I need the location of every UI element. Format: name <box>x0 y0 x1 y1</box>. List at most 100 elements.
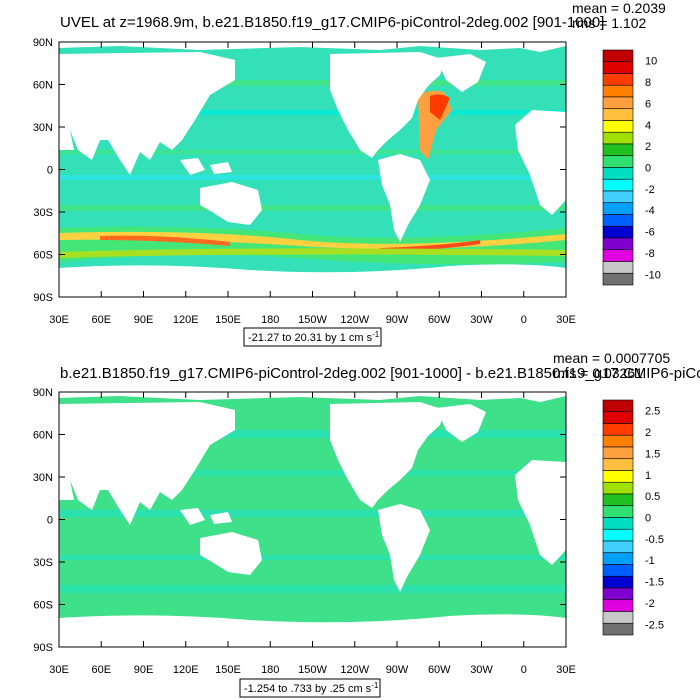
panel-2-title: b.e21.B1850.f19_g17.CMIP6-piControl-2deg… <box>60 365 700 382</box>
colorbar-swatch <box>602 470 634 483</box>
x-tick-label: 150W <box>298 664 327 676</box>
colorbar-swatch <box>602 552 634 565</box>
x-tick-label: 180 <box>261 664 279 676</box>
panel-2-info-text: -1.254 to .733 by .25 cm s <box>244 683 372 695</box>
panel-2-mean: mean = 0.0007705 <box>553 350 670 366</box>
colorbar-swatch <box>602 261 634 274</box>
panel-1-info-sup: -1 <box>372 330 380 339</box>
x-tick-label: 30W <box>470 314 493 326</box>
colorbar-label: 6 <box>645 98 651 110</box>
colorbar-label: -2 <box>645 184 655 196</box>
colorbar-swatch <box>602 564 634 577</box>
y-tick-label: 30N <box>33 472 53 484</box>
colorbar-swatch <box>602 434 634 448</box>
x-tick-label: 120E <box>173 314 199 326</box>
colorbar-swatch <box>602 272 634 286</box>
x-tick-label: 90W <box>386 664 409 676</box>
x-tick-label: 150E <box>215 664 241 676</box>
colorbar-swatch <box>602 61 634 74</box>
colorbar-label: 1 <box>645 470 651 482</box>
colorbar-swatch <box>602 143 634 157</box>
y-tick-label: 30N <box>33 122 53 134</box>
colorbar-label: 8 <box>645 77 651 89</box>
colorbar-swatch <box>602 540 634 554</box>
colorbar-label: -10 <box>645 269 661 281</box>
colorbar-swatch <box>602 225 634 239</box>
y-tick-label: 90N <box>33 387 53 399</box>
x-tick-label: 0 <box>521 314 527 326</box>
colorbar-swatch <box>602 458 634 471</box>
colorbar-label: -2 <box>645 598 655 610</box>
panel-1-rms: rms = 1.102 <box>572 15 647 31</box>
x-tick-label: 120E <box>173 664 199 676</box>
colorbar-swatch <box>602 214 634 227</box>
colorbar-swatch <box>602 493 634 507</box>
colorbar-swatch <box>602 517 634 530</box>
y-tick-label: 30S <box>33 207 53 219</box>
colorbar-label: 0.5 <box>645 491 660 503</box>
x-tick-label: 30E <box>556 314 576 326</box>
panel-1-info: -21.27 to 20.31 by 1 cm s-1 <box>248 330 380 344</box>
x-tick-label: 90E <box>134 664 154 676</box>
x-tick-label: 60E <box>91 664 111 676</box>
colorbar-label: 2 <box>645 141 651 153</box>
x-tick-label: 180 <box>261 314 279 326</box>
x-tick-label: 30E <box>49 664 69 676</box>
y-tick-label: 90S <box>33 642 53 654</box>
colorbar-label: 0 <box>645 513 651 525</box>
panel-1-colorbar: 10 8 6 4 2 0 -2 -4 -6 -8 -10 <box>602 49 661 286</box>
panel-1-axes: 30E 60E 90E 120E 150E 180 150W 120W 90W 60W 30W 0 30… <box>33 37 576 326</box>
colorbar-label: -2.5 <box>645 619 664 631</box>
colorbar-swatch <box>602 202 634 215</box>
colorbar-swatch <box>602 587 634 601</box>
colorbar-swatch <box>602 167 634 180</box>
x-tick-label: 150E <box>215 314 241 326</box>
colorbar-swatch <box>602 505 634 518</box>
panel-1-info-text: -21.27 to 20.31 by 1 cm s <box>248 332 373 344</box>
colorbar-swatch <box>602 120 634 133</box>
x-tick-label: 120W <box>340 314 369 326</box>
x-tick-label: 30E <box>556 664 576 676</box>
x-tick-label: 90W <box>386 314 409 326</box>
x-tick-label: 0 <box>521 664 527 676</box>
colorbar-swatch <box>602 481 634 495</box>
x-tick-label: 30W <box>470 664 493 676</box>
colorbar-label: -8 <box>645 248 655 260</box>
colorbar-swatch <box>602 73 634 86</box>
colorbar-label: -1.5 <box>645 577 664 589</box>
colorbar-label: -4 <box>645 205 655 217</box>
colorbar-label: 4 <box>645 120 651 132</box>
y-tick-label: 60S <box>33 600 53 612</box>
colorbar-swatch <box>602 190 634 204</box>
x-tick-label: 150W <box>298 314 327 326</box>
colorbar-swatch <box>602 84 634 98</box>
y-tick-label: 60N <box>33 80 53 92</box>
panel-1: UVEL at z=1968.9m, b.e21.B1850.f19_g17.C… <box>33 0 666 347</box>
y-tick-label: 90S <box>33 292 53 304</box>
y-tick-label: 90N <box>33 37 53 49</box>
colorbar-swatch <box>602 611 634 624</box>
colorbar-label: -1 <box>645 555 655 567</box>
colorbar-swatch <box>602 131 634 145</box>
colorbar-swatch <box>602 599 634 612</box>
y-tick-label: 30S <box>33 557 53 569</box>
colorbar-swatch <box>602 96 634 110</box>
panel-2-info-box <box>239 678 381 698</box>
colorbar-label: 1.5 <box>645 448 660 460</box>
panel-1-mean: mean = 0.2039 <box>572 0 666 16</box>
panel-2-info: -1.254 to .733 by .25 cm s-1 <box>244 681 379 695</box>
colorbar-label: 0 <box>645 163 651 175</box>
colorbar-label: 2 <box>645 427 651 439</box>
colorbar-label: 10 <box>645 56 657 68</box>
x-tick-label: 60W <box>428 314 451 326</box>
panel-2-rms: rms = 0.03261 <box>553 365 643 381</box>
panel-2-info-sup: -1 <box>371 681 379 690</box>
y-tick-label: 60S <box>33 250 53 262</box>
colorbar-swatch <box>602 108 634 121</box>
panel-2-axes: 30E 60E 90E 120E 150E 180 150W 120W 90W 60W 30W 0 30… <box>33 387 576 676</box>
x-tick-label: 120W <box>340 664 369 676</box>
panel-1-info-box <box>243 327 382 347</box>
colorbar-swatch <box>602 399 634 413</box>
colorbar-swatch <box>602 622 634 636</box>
x-tick-label: 90E <box>134 314 154 326</box>
